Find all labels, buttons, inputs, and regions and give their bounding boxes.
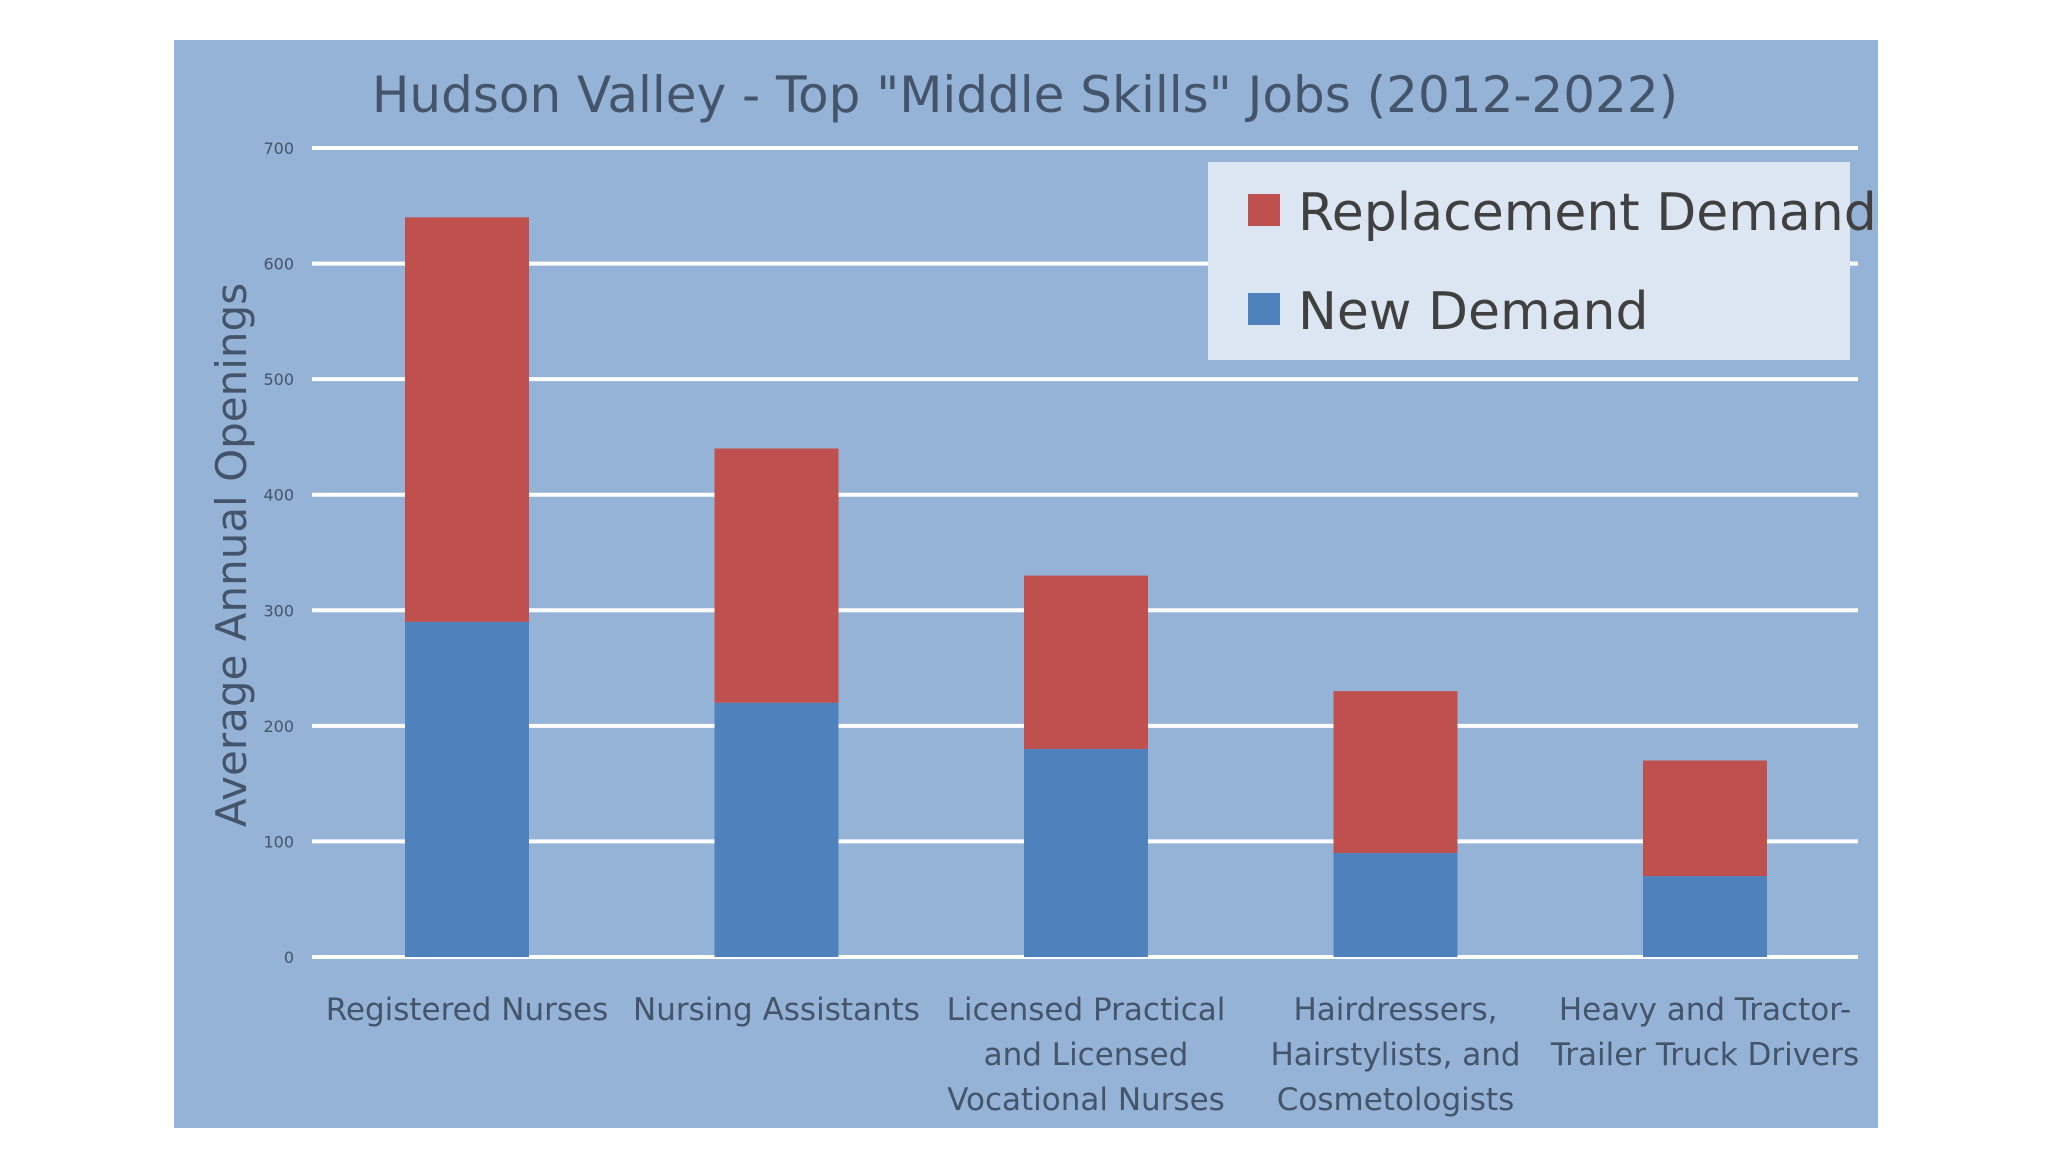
bar-new-demand <box>714 702 839 957</box>
x-tick-label-line: Nursing Assistants <box>633 992 920 1028</box>
x-tick-label: Hairdressers, Hairstylists, and Cosmetolog… <box>1270 992 1520 1118</box>
x-tick-label-line: Registered Nurses <box>326 992 609 1028</box>
x-tick-label-line: Heavy and Tractor- <box>1559 992 1851 1028</box>
bar-replacement-demand <box>1024 575 1148 749</box>
chart-title: Hudson Valley - Top "Middle Skills" Jobs… <box>372 66 1678 124</box>
bar-new-demand <box>1643 876 1767 957</box>
y-axis-ticks: 0 100 200 300 400 500 600 700 <box>263 139 294 967</box>
x-tick-label-line: Hairstylists, and <box>1270 1037 1520 1073</box>
legend-label-replacement-demand: Replacement Demand <box>1298 183 1877 243</box>
y-tick-label: 100 <box>263 832 294 851</box>
legend: Replacement Demand New Demand <box>1208 162 1877 360</box>
x-tick-label: Heavy and Tractor- Trailer Truck Drivers <box>1550 992 1859 1073</box>
y-tick-label: 700 <box>263 139 294 158</box>
y-tick-label: 0 <box>284 948 294 967</box>
y-tick-label: 200 <box>263 717 294 736</box>
x-tick-label-line: Licensed Practical <box>947 992 1226 1028</box>
bar-replacement-demand <box>1643 760 1767 877</box>
y-tick-label: 600 <box>263 255 294 274</box>
x-tick-label: Licensed Practical and Licensed Vocational… <box>947 992 1226 1118</box>
y-tick-label: 400 <box>263 486 294 505</box>
x-axis-ticks: Registered Nurses Nursing Assistants Licen… <box>326 992 1859 1118</box>
x-tick-label-line: Vocational Nurses <box>947 1082 1225 1118</box>
x-tick-label-line: Hairdressers, <box>1293 992 1497 1028</box>
x-tick-label-line: Cosmetologists <box>1277 1082 1514 1118</box>
x-tick-label-line: and Licensed <box>984 1037 1189 1073</box>
x-tick-label-line: Trailer Truck Drivers <box>1550 1037 1859 1073</box>
legend-box <box>1208 162 1850 360</box>
y-axis-label: Average Annual Openings <box>207 283 256 827</box>
x-tick-label: Nursing Assistants <box>633 992 920 1028</box>
bar-replacement-demand <box>405 217 529 622</box>
y-tick-label: 500 <box>263 370 294 389</box>
bars <box>405 217 1767 957</box>
bar-new-demand <box>405 621 529 957</box>
bar-replacement-demand <box>714 448 839 703</box>
y-tick-label: 300 <box>263 601 294 620</box>
x-tick-label: Registered Nurses <box>326 992 609 1028</box>
legend-label-new-demand: New Demand <box>1298 282 1648 342</box>
legend-swatch-replacement-demand <box>1248 194 1280 226</box>
bar-new-demand <box>1024 748 1148 957</box>
bar-new-demand <box>1333 852 1458 957</box>
bar-replacement-demand <box>1333 691 1458 853</box>
legend-swatch-new-demand <box>1248 293 1280 325</box>
